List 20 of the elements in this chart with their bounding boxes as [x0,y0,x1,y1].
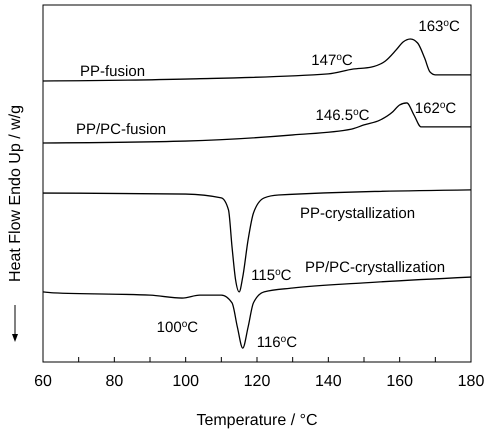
x-tick-label: 100 [172,372,200,390]
x-tick-label: 160 [386,372,414,390]
y-axis-title: Heat Flow Endo Up / w/g [7,105,24,282]
x-tick-label: 120 [244,372,270,390]
x-tick-label: 180 [458,372,484,390]
annotation: 100$^{o}$C [156,318,198,336]
annotation: 146.5$^{o}$C [316,106,370,124]
x-tick-label: 60 [34,372,52,390]
series-label: PP/PC-crystallization [305,259,446,276]
annotation: 147$^{o}$C [311,52,353,70]
x-tick-label: 80 [105,372,124,390]
x-axis-title: Temperature / °C [196,412,318,429]
annotation: 115$^{o}$C [251,266,292,284]
series-label: PP-fusion [80,63,146,80]
x-tick-label: 140 [314,372,342,390]
annotation: 116$^{o}$C [256,334,298,352]
series-label: PP-crystallization [300,205,416,222]
annotation: 163$^{o}$C [418,18,460,35]
annotation: 162$^{o}$C [414,99,456,117]
series-label: PP/PC-fusion [76,121,166,138]
